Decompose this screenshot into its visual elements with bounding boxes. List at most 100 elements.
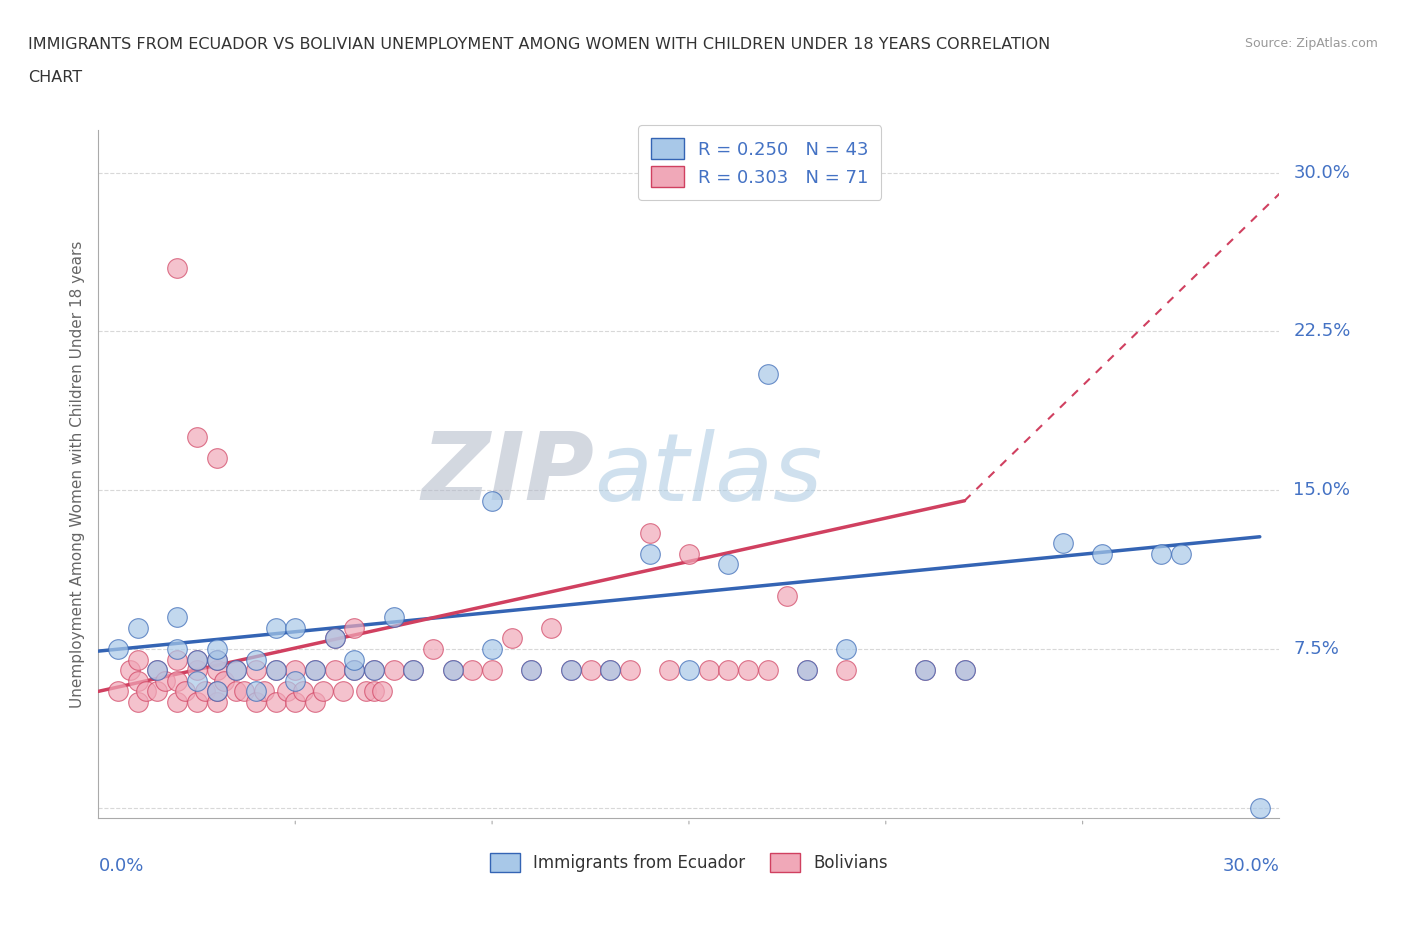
Point xyxy=(343,620,366,635)
Point xyxy=(1091,546,1114,561)
Point xyxy=(658,663,681,678)
Point xyxy=(245,652,267,667)
Point xyxy=(323,631,346,645)
Point xyxy=(382,663,405,678)
Point xyxy=(146,663,169,678)
Point xyxy=(186,652,208,667)
Point xyxy=(481,493,503,508)
Point xyxy=(107,642,129,657)
Text: 30.0%: 30.0% xyxy=(1223,857,1279,875)
Point xyxy=(461,663,484,678)
Point xyxy=(402,663,425,678)
Point xyxy=(363,663,385,678)
Point xyxy=(953,663,976,678)
Legend: Immigrants from Ecuador, Bolivians: Immigrants from Ecuador, Bolivians xyxy=(484,846,894,879)
Point xyxy=(638,546,661,561)
Point xyxy=(214,673,236,688)
Point xyxy=(186,652,208,667)
Point xyxy=(579,663,602,678)
Point xyxy=(323,631,346,645)
Point xyxy=(205,663,228,678)
Text: IMMIGRANTS FROM ECUADOR VS BOLIVIAN UNEMPLOYMENT AMONG WOMEN WITH CHILDREN UNDER: IMMIGRANTS FROM ECUADOR VS BOLIVIAN UNEM… xyxy=(28,37,1050,52)
Point xyxy=(264,663,287,678)
Point xyxy=(363,684,385,698)
Point xyxy=(245,695,267,710)
Point xyxy=(520,663,543,678)
Point xyxy=(166,642,188,657)
Text: 0.0%: 0.0% xyxy=(98,857,143,875)
Text: Source: ZipAtlas.com: Source: ZipAtlas.com xyxy=(1244,37,1378,50)
Point xyxy=(127,695,149,710)
Text: 7.5%: 7.5% xyxy=(1294,640,1340,658)
Point xyxy=(343,663,366,678)
Point xyxy=(166,695,188,710)
Point xyxy=(323,663,346,678)
Point xyxy=(264,663,287,678)
Point xyxy=(205,652,228,667)
Point xyxy=(560,663,582,678)
Point xyxy=(186,430,208,445)
Text: CHART: CHART xyxy=(28,70,82,85)
Text: atlas: atlas xyxy=(595,429,823,520)
Point xyxy=(343,652,366,667)
Point xyxy=(245,663,267,678)
Point xyxy=(481,642,503,657)
Point xyxy=(205,684,228,698)
Point xyxy=(1249,801,1271,816)
Point xyxy=(166,652,188,667)
Point xyxy=(233,684,256,698)
Point xyxy=(194,684,217,698)
Point xyxy=(135,684,157,698)
Point xyxy=(441,663,464,678)
Point xyxy=(953,663,976,678)
Point xyxy=(914,663,936,678)
Point xyxy=(292,684,315,698)
Point xyxy=(697,663,720,678)
Point xyxy=(166,673,188,688)
Point xyxy=(127,673,149,688)
Point xyxy=(127,620,149,635)
Point xyxy=(284,695,307,710)
Point xyxy=(343,663,366,678)
Point xyxy=(146,663,169,678)
Point xyxy=(205,642,228,657)
Point xyxy=(599,663,621,678)
Point xyxy=(304,663,326,678)
Point xyxy=(481,663,503,678)
Point xyxy=(264,620,287,635)
Point xyxy=(312,684,335,698)
Point xyxy=(107,684,129,698)
Point xyxy=(174,684,197,698)
Point xyxy=(186,673,208,688)
Point xyxy=(186,663,208,678)
Point xyxy=(205,684,228,698)
Point xyxy=(638,525,661,540)
Point xyxy=(422,642,444,657)
Text: 15.0%: 15.0% xyxy=(1294,481,1350,499)
Point xyxy=(284,663,307,678)
Point xyxy=(1150,546,1173,561)
Point xyxy=(501,631,523,645)
Point xyxy=(276,684,298,698)
Point xyxy=(225,684,247,698)
Y-axis label: Unemployment Among Women with Children Under 18 years: Unemployment Among Women with Children U… xyxy=(69,241,84,708)
Point xyxy=(304,695,326,710)
Point xyxy=(520,663,543,678)
Point xyxy=(146,684,169,698)
Point xyxy=(205,451,228,466)
Point xyxy=(205,652,228,667)
Point xyxy=(363,663,385,678)
Point xyxy=(304,663,326,678)
Point xyxy=(382,610,405,625)
Point xyxy=(717,663,740,678)
Point xyxy=(166,610,188,625)
Point xyxy=(155,673,177,688)
Point xyxy=(332,684,354,698)
Point xyxy=(756,663,779,678)
Point xyxy=(354,684,377,698)
Point xyxy=(127,652,149,667)
Point xyxy=(186,695,208,710)
Point xyxy=(225,663,247,678)
Point xyxy=(371,684,394,698)
Point xyxy=(776,589,799,604)
